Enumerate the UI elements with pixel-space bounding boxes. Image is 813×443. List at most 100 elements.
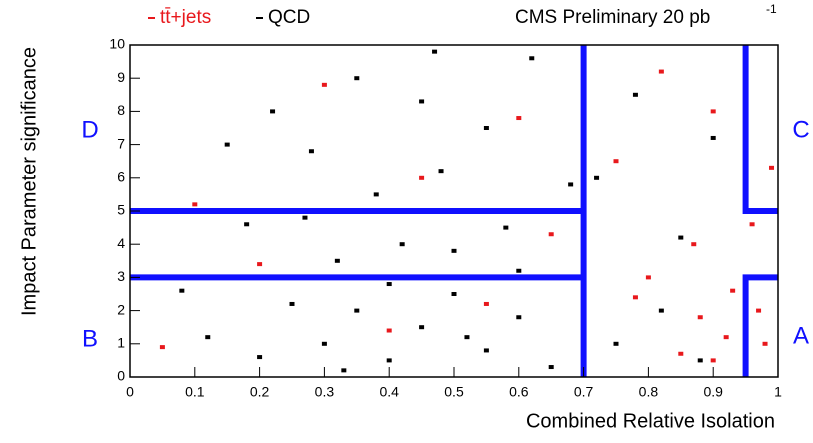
y-tick-label: 3	[117, 268, 125, 284]
data-point	[749, 222, 755, 227]
region-boundary	[742, 274, 778, 377]
data-point	[594, 175, 600, 180]
data-point	[451, 248, 457, 253]
region-label: C	[792, 116, 809, 143]
data-point	[386, 328, 392, 333]
data-point	[244, 222, 250, 227]
region-boundary	[742, 45, 778, 214]
data-point	[516, 116, 522, 121]
data-point	[730, 288, 736, 293]
data-point	[658, 308, 664, 313]
data-point	[354, 76, 360, 81]
data-point	[159, 345, 165, 350]
data-point	[451, 292, 457, 296]
data-point	[399, 242, 405, 247]
data-point	[373, 192, 379, 197]
data-point	[302, 215, 308, 220]
data-point	[697, 358, 703, 363]
y-axis-label: Impact Parameter significance	[18, 47, 40, 316]
data-point	[341, 368, 347, 373]
data-point	[483, 126, 489, 130]
x-tick-label: 0	[126, 384, 134, 400]
data-point	[710, 135, 716, 140]
y-tick-label: 4	[117, 235, 125, 251]
data-point	[257, 262, 263, 267]
data-point	[464, 335, 470, 340]
data-point	[321, 82, 327, 87]
data-point	[678, 351, 684, 356]
y-tick-label: 8	[117, 102, 125, 118]
data-point	[723, 335, 729, 340]
x-tick-label: 0.9	[703, 384, 723, 400]
data-point	[568, 182, 574, 187]
data-point	[756, 308, 762, 313]
region-label: D	[81, 116, 98, 143]
data-point	[438, 169, 444, 174]
data-point	[432, 49, 438, 54]
x-tick-label: 0.4	[379, 384, 399, 400]
data-point	[503, 225, 509, 230]
x-tick-label: 1	[774, 384, 782, 400]
data-point	[769, 165, 775, 170]
data-point	[548, 232, 554, 237]
data-point	[386, 282, 392, 287]
data-point	[483, 301, 489, 306]
y-tick-label: 10	[109, 36, 125, 52]
data-point	[710, 109, 716, 114]
data-point	[334, 258, 340, 263]
legend-label: tt̄+jets	[160, 7, 211, 28]
data-point	[516, 315, 522, 320]
y-tick-label: 1	[117, 335, 125, 351]
data-point	[270, 109, 276, 114]
y-tick-label: 6	[117, 169, 125, 185]
data-point	[483, 348, 489, 353]
data-point	[419, 99, 425, 104]
region-label: A	[793, 322, 809, 349]
region-label: B	[82, 325, 98, 352]
data-point	[632, 295, 638, 300]
y-tick-label: 2	[117, 301, 125, 317]
data-point	[645, 275, 651, 280]
chart-title: CMS Preliminary 20 pb	[515, 7, 710, 28]
data-point	[548, 365, 554, 370]
data-point	[613, 159, 619, 164]
data-point	[224, 142, 230, 147]
data-point	[658, 69, 664, 74]
data-point	[678, 235, 684, 240]
data-point	[613, 341, 619, 346]
data-point	[710, 358, 716, 363]
data-point	[697, 315, 703, 320]
x-tick-label: 0.8	[639, 384, 659, 400]
y-tick-label: 7	[117, 135, 125, 151]
data-point	[257, 355, 263, 360]
data-point	[354, 308, 360, 313]
y-tick-label: 9	[117, 69, 125, 85]
x-tick-label: 0.1	[185, 384, 205, 400]
data-point	[529, 56, 535, 61]
x-tick-label: 0.2	[250, 384, 270, 400]
data-point	[691, 242, 697, 247]
data-point	[289, 301, 295, 306]
x-axis-label: Combined Relative Isolation	[526, 410, 775, 432]
x-tick-label: 0.7	[574, 384, 594, 400]
data-point	[205, 335, 211, 340]
data-point	[321, 341, 327, 346]
y-tick-label: 5	[117, 202, 125, 218]
legend-label: QCD	[268, 7, 310, 28]
data-point	[632, 92, 638, 97]
data-point	[516, 268, 522, 273]
data-point	[192, 202, 198, 207]
data-point	[308, 149, 314, 154]
y-tick-label: 0	[117, 368, 125, 384]
x-tick-label: 0.6	[509, 384, 529, 400]
data-point	[179, 288, 185, 293]
x-tick-label: 0.5	[444, 384, 464, 400]
data-point	[386, 358, 392, 363]
data-point	[762, 341, 768, 346]
data-point	[419, 175, 425, 180]
x-tick-label: 0.3	[315, 384, 335, 400]
title-superscript: -1	[766, 2, 777, 16]
data-point	[419, 325, 425, 330]
